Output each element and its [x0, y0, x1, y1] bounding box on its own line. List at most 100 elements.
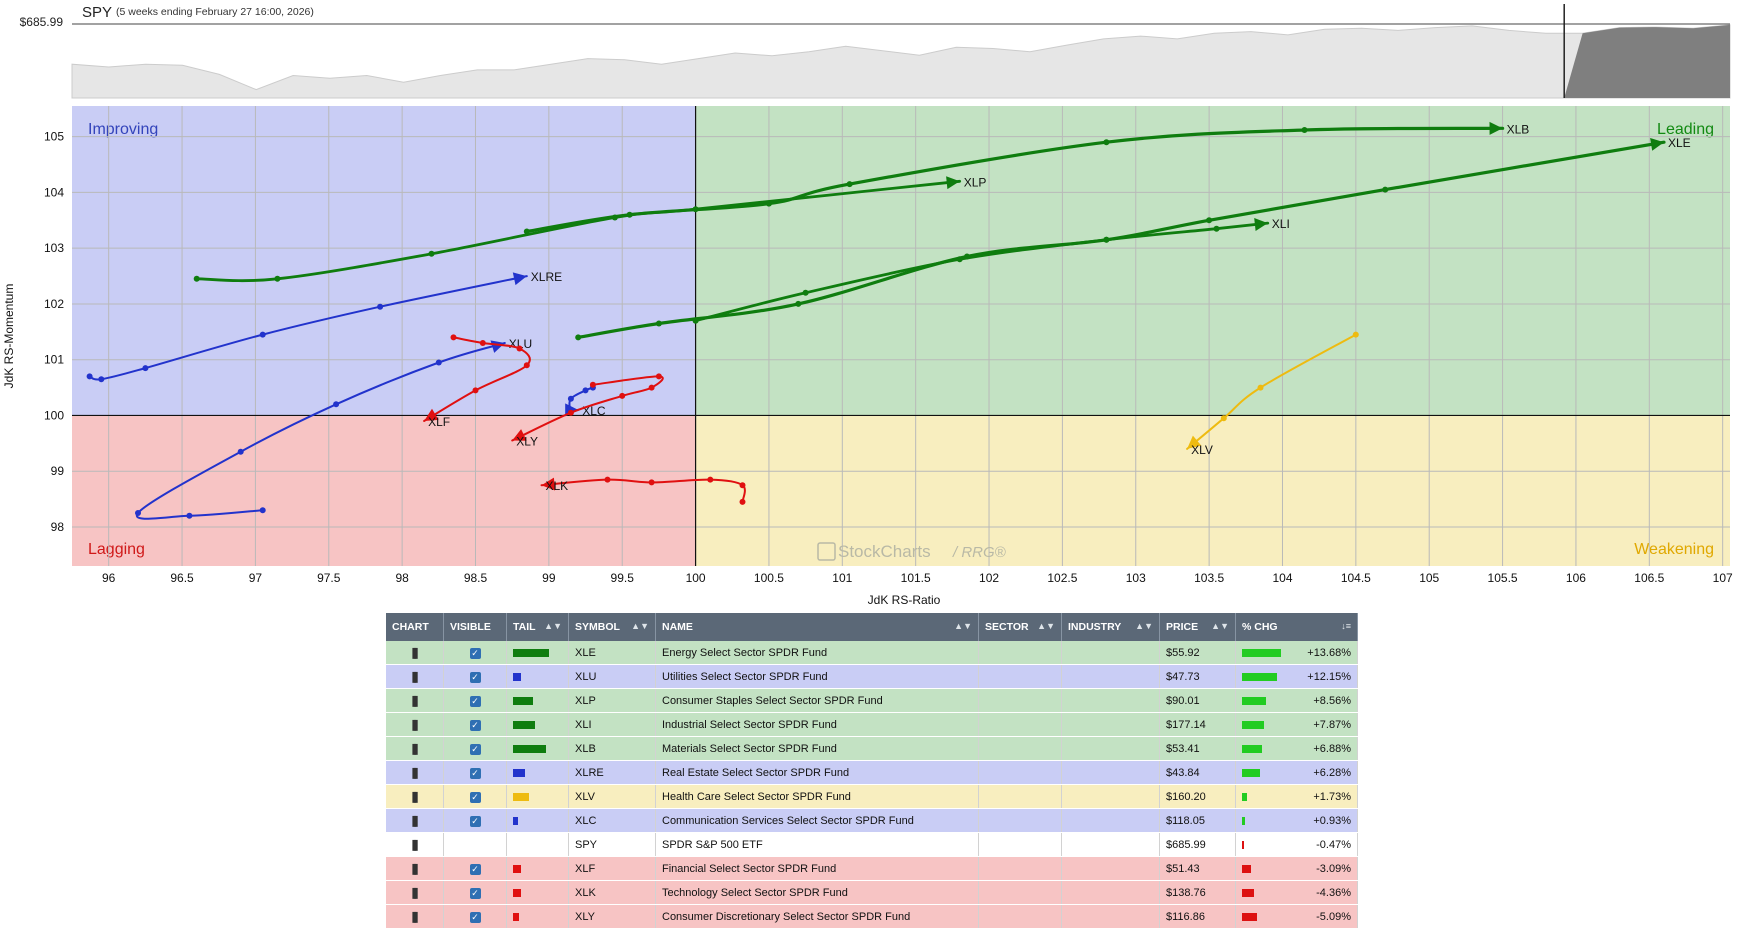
tail-length-bar[interactable]	[513, 768, 525, 777]
chart-icon[interactable]: ▐▌	[409, 791, 421, 802]
chart-cell[interactable]: ▐▌	[386, 760, 444, 785]
symbol-label-xlb[interactable]: XLB	[1507, 122, 1530, 136]
visible-cell[interactable]: ✓	[443, 784, 507, 809]
visible-cell[interactable]: ✓	[443, 856, 507, 881]
chart-icon[interactable]: ▐▌	[409, 743, 421, 754]
chart-icon[interactable]: ▐▌	[409, 647, 421, 658]
table-row[interactable]: ▐▌ ✓ XLU Utilities Select Sector SPDR Fund $…	[386, 664, 1358, 689]
visible-checkbox[interactable]: ✓	[469, 887, 481, 899]
visible-checkbox[interactable]: ✓	[469, 767, 481, 779]
tail-cell[interactable]	[506, 904, 569, 929]
tail-length-bar[interactable]	[513, 744, 546, 753]
table-row[interactable]: ▐▌ ✓ XLF Financial Select Sector SPDR Fund $…	[386, 856, 1358, 881]
tail-length-bar[interactable]	[513, 672, 521, 681]
chart-icon[interactable]: ▐▌	[409, 695, 421, 706]
chart-cell[interactable]: ▐▌	[386, 641, 444, 665]
tail-cell[interactable]	[506, 664, 569, 689]
symbol-label-xly[interactable]: XLY	[516, 435, 538, 449]
chart-cell[interactable]: ▐▌	[386, 784, 444, 809]
table-row[interactable]: ▐▌ ✓ XLP Consumer Staples Select Sector SPD…	[386, 688, 1358, 713]
tail-cell[interactable]	[506, 808, 569, 833]
tail-length-bar[interactable]	[513, 888, 521, 897]
table-row[interactable]: ▐▌ ✓ XLE Energy Select Sector SPDR Fund $55.…	[386, 641, 1358, 665]
visible-cell[interactable]: ✓	[443, 664, 507, 689]
symbol-label-xlp[interactable]: XLP	[964, 175, 987, 189]
tail-length-bar[interactable]	[513, 792, 529, 801]
tail-length-bar[interactable]	[513, 720, 535, 729]
table-row[interactable]: ▐▌ ✓ XLV Health Care Select Sector SPDR Fun…	[386, 784, 1358, 809]
chart-cell[interactable]: ▐▌	[386, 880, 444, 905]
chart-cell[interactable]: ▐▌	[386, 808, 444, 833]
tail-cell[interactable]	[506, 760, 569, 785]
chart-cell[interactable]: ▐▌	[386, 664, 444, 689]
visible-checkbox[interactable]: ✓	[469, 695, 481, 707]
symbol-label-xli[interactable]: XLI	[1272, 217, 1290, 231]
tail-length-bar[interactable]	[513, 696, 533, 705]
sort-icon[interactable]: ▲▼	[544, 621, 562, 631]
table-row[interactable]: ▐▌ ✓ XLB Materials Select Sector SPDR Fund $…	[386, 736, 1358, 761]
tail-cell[interactable]	[506, 736, 569, 761]
table-row[interactable]: ▐▌ ✓ XLC Communication Services Select Sect…	[386, 808, 1358, 833]
visible-checkbox[interactable]: ✓	[469, 815, 481, 827]
chart-cell[interactable]: ▐▌	[386, 904, 444, 929]
chart-cell[interactable]: ▐▌	[386, 688, 444, 713]
table-row[interactable]: ▐▌ ✓ XLRE Real Estate Select Sector SPDR Fu…	[386, 760, 1358, 785]
chart-icon[interactable]: ▐▌	[409, 671, 421, 682]
tail-length-bar[interactable]	[513, 648, 549, 657]
tail-cell[interactable]	[506, 712, 569, 737]
visible-checkbox[interactable]: ✓	[469, 743, 481, 755]
col-visible[interactable]: VISIBLE	[443, 613, 507, 641]
chart-icon[interactable]: ▐▌	[409, 911, 421, 922]
visible-cell[interactable]: ✓	[443, 641, 507, 665]
tail-length-bar[interactable]	[513, 912, 519, 921]
tail-length-bar[interactable]	[513, 864, 521, 873]
chart-cell[interactable]: ▐▌	[386, 832, 444, 857]
tail-cell[interactable]	[506, 832, 569, 857]
chart-cell[interactable]: ▐▌	[386, 736, 444, 761]
chart-icon[interactable]: ▐▌	[409, 719, 421, 730]
col-chg[interactable]: % CHG ↓≡	[1235, 613, 1358, 641]
tail-cell[interactable]	[506, 688, 569, 713]
chart-cell[interactable]: ▐▌	[386, 856, 444, 881]
sort-icon[interactable]: ▲▼	[1135, 621, 1153, 631]
chart-icon[interactable]: ▐▌	[409, 839, 421, 850]
tail-cell[interactable]	[506, 856, 569, 881]
tail-cell[interactable]	[506, 880, 569, 905]
visible-cell[interactable]: ✓	[443, 736, 507, 761]
symbol-label-xlk[interactable]: XLK	[546, 479, 569, 493]
col-tail[interactable]: TAIL ▲▼	[506, 613, 569, 641]
visible-cell[interactable]: ✓	[443, 760, 507, 785]
col-chart[interactable]: CHART	[386, 613, 444, 641]
visible-checkbox[interactable]: ✓	[469, 671, 481, 683]
chart-icon[interactable]: ▐▌	[409, 767, 421, 778]
table-row[interactable]: ▐▌ ✓ XLK Technology Select Sector SPDR Fund…	[386, 880, 1358, 905]
tail-length-bar[interactable]	[513, 816, 518, 825]
col-name[interactable]: NAME ▲▼	[655, 613, 979, 641]
col-price[interactable]: PRICE ▲▼	[1159, 613, 1236, 641]
symbol-label-xlf[interactable]: XLF	[428, 415, 450, 429]
col-industry[interactable]: INDUSTRY ▲▼	[1061, 613, 1160, 641]
chart-icon[interactable]: ▐▌	[409, 887, 421, 898]
table-row[interactable]: ▐▌ ✓ XLI Industrial Select Sector SPDR Fund…	[386, 712, 1358, 737]
sort-icon[interactable]: ▲▼	[1037, 621, 1055, 631]
col-symbol[interactable]: SYMBOL ▲▼	[568, 613, 656, 641]
sort-desc-icon[interactable]: ↓≡	[1341, 621, 1351, 631]
symbol-label-xlre[interactable]: XLRE	[531, 270, 562, 284]
visible-checkbox[interactable]: ✓	[469, 911, 481, 923]
symbol-label-xlc[interactable]: XLC	[582, 404, 606, 418]
tail-cell[interactable]	[506, 641, 569, 665]
tail-cell[interactable]	[506, 784, 569, 809]
visible-cell[interactable]: ✓	[443, 880, 507, 905]
chart-cell[interactable]: ▐▌	[386, 712, 444, 737]
visible-checkbox[interactable]: ✓	[469, 863, 481, 875]
table-row[interactable]: ▐▌ SPY SPDR S&P 500 ETF $685.99 -0.47%	[386, 832, 1358, 857]
sort-icon[interactable]: ▲▼	[1211, 621, 1229, 631]
visible-cell[interactable]: ✓	[443, 904, 507, 929]
table-row[interactable]: ▐▌ ✓ XLY Consumer Discretionary Select Sect…	[386, 904, 1358, 929]
visible-cell[interactable]: ✓	[443, 808, 507, 833]
visible-cell[interactable]: ✓	[443, 712, 507, 737]
visible-cell[interactable]	[443, 832, 507, 857]
sort-icon[interactable]: ▲▼	[631, 621, 649, 631]
symbol-label-xlv[interactable]: XLV	[1191, 443, 1213, 457]
col-sector[interactable]: SECTOR ▲▼	[978, 613, 1062, 641]
